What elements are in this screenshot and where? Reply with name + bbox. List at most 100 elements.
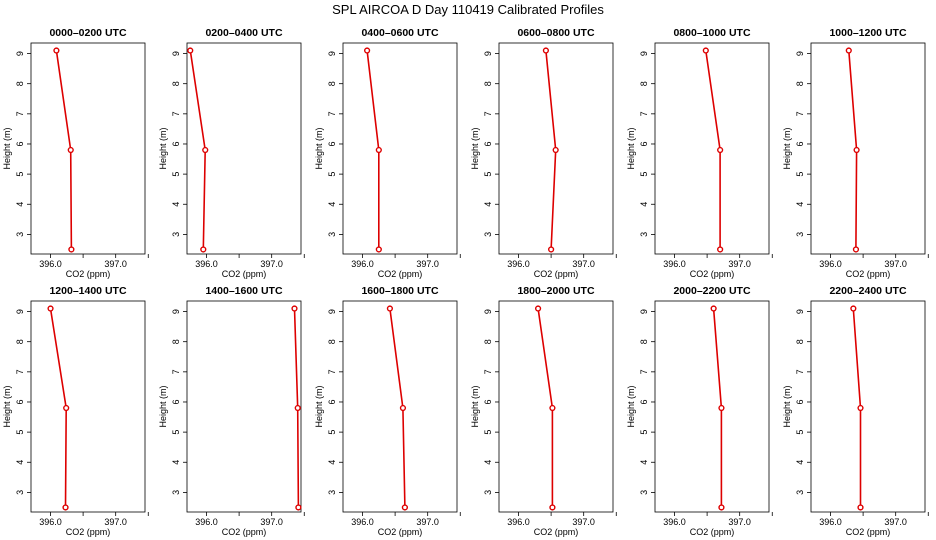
data-point — [364, 47, 371, 54]
y-tick-label: 5 — [171, 430, 181, 435]
x-axis-label: CO2 (ppm) — [690, 527, 735, 537]
x-axis-label: CO2 (ppm) — [66, 527, 111, 537]
y-tick-label: 9 — [483, 309, 493, 314]
data-point — [534, 305, 542, 312]
y-tick-label: 4 — [171, 202, 181, 207]
y-tick-label: 8 — [171, 81, 181, 86]
data-point — [718, 404, 725, 412]
data-point — [718, 504, 725, 511]
data-point — [200, 246, 207, 253]
x-tick-label: 396.0 — [351, 517, 374, 527]
y-tick-label: 3 — [795, 232, 805, 237]
x-tick-label: 396.0 — [507, 517, 530, 527]
x-tick-label: 397.0 — [884, 259, 907, 269]
data-point — [850, 305, 857, 312]
y-tick-label: 5 — [171, 172, 181, 177]
y-tick-label: 7 — [171, 369, 181, 374]
y-tick-label: 4 — [483, 460, 493, 465]
data-point — [399, 404, 407, 412]
profile-panel: 1800–2000 UTC 396.0 397.0 3 4 5 6 7 8 9 CO2 (ppm) H… — [470, 285, 617, 537]
data-point — [202, 146, 209, 154]
y-tick-label: 4 — [795, 202, 805, 207]
y-tick-label: 9 — [327, 309, 337, 314]
x-tick-label: 396.0 — [39, 517, 62, 527]
profile-panel: 0200–0400 UTC 396.0 397.0 3 4 5 6 7 8 9 CO2 (ppm) H… — [158, 27, 305, 279]
y-tick-label: 9 — [795, 51, 805, 56]
data-point — [401, 504, 408, 511]
y-tick-label: 8 — [327, 81, 337, 86]
y-tick-label: 8 — [639, 81, 649, 86]
y-tick-label: 7 — [639, 111, 649, 116]
x-tick-label: 397.0 — [416, 517, 439, 527]
x-tick-label: 397.0 — [884, 517, 907, 527]
y-tick-label: 3 — [15, 490, 25, 495]
y-axis-label: Height (m) — [470, 385, 480, 427]
data-point — [294, 404, 301, 412]
y-axis-label: Height (m) — [470, 127, 480, 169]
y-tick-label: 5 — [639, 172, 649, 177]
y-tick-label: 9 — [639, 309, 649, 314]
y-axis-label: Height (m) — [314, 127, 324, 169]
panel-title: 1800–2000 UTC — [517, 285, 594, 297]
plot-frame — [30, 42, 146, 255]
x-tick-label: 396.0 — [39, 259, 62, 269]
panel-title: 0400–0600 UTC — [361, 27, 438, 39]
plot-frame — [186, 42, 302, 255]
profile-panel: 1200–1400 UTC 396.0 397.0 3 4 5 6 7 8 9 CO2 (ppm) H… — [2, 285, 149, 537]
x-axis-label: CO2 (ppm) — [846, 269, 891, 279]
y-tick-label: 7 — [327, 369, 337, 374]
y-tick-label: 3 — [639, 490, 649, 495]
data-point — [187, 47, 194, 54]
plot-frame — [810, 300, 926, 513]
data-point — [375, 146, 382, 154]
y-tick-label: 9 — [15, 309, 25, 314]
profile-panel: 0600–0800 UTC 396.0 397.0 3 4 5 6 7 8 9 CO2 (ppm) H… — [470, 27, 617, 279]
y-axis-label: Height (m) — [626, 385, 636, 427]
figure-title: SPL AIRCOA D Day 110419 Calibrated Profi… — [332, 2, 604, 17]
y-tick-label: 7 — [483, 369, 493, 374]
panel-title: 1000–1200 UTC — [829, 27, 906, 39]
x-axis-label: CO2 (ppm) — [534, 527, 579, 537]
y-tick-label: 5 — [483, 172, 493, 177]
panel-title: 2000–2200 UTC — [673, 285, 750, 297]
x-tick-label: 396.0 — [819, 259, 842, 269]
y-tick-label: 4 — [15, 460, 25, 465]
panel-title: 0600–0800 UTC — [517, 27, 594, 39]
plot-frame — [498, 300, 614, 513]
panel-title: 1600–1800 UTC — [361, 285, 438, 297]
y-axis-label: Height (m) — [626, 127, 636, 169]
x-axis-label: CO2 (ppm) — [378, 527, 423, 537]
profile-panel: 1000–1200 UTC 396.0 397.0 3 4 5 6 7 8 9 CO2 (ppm) H… — [782, 27, 929, 279]
y-tick-label: 9 — [15, 51, 25, 56]
y-tick-label: 3 — [327, 232, 337, 237]
y-tick-label: 4 — [795, 460, 805, 465]
y-axis-label: Height (m) — [782, 127, 792, 169]
data-point — [853, 146, 860, 154]
data-point — [702, 47, 709, 54]
panel-title: 2200–2400 UTC — [829, 285, 906, 297]
x-tick-label: 396.0 — [663, 259, 686, 269]
y-tick-label: 3 — [639, 232, 649, 237]
y-tick-label: 6 — [15, 141, 25, 146]
y-tick-label: 4 — [327, 460, 337, 465]
y-tick-label: 9 — [171, 309, 181, 314]
y-axis-label: Height (m) — [158, 385, 168, 427]
plot-frame — [342, 42, 458, 255]
x-tick-label: 397.0 — [728, 517, 751, 527]
y-tick-label: 9 — [795, 309, 805, 314]
x-tick-label: 397.0 — [572, 517, 595, 527]
y-tick-label: 6 — [795, 141, 805, 146]
y-tick-label: 5 — [795, 430, 805, 435]
panel-title: 1200–1400 UTC — [49, 285, 126, 297]
profile-panel: 2200–2400 UTC 396.0 397.0 3 4 5 6 7 8 9 CO2 (ppm) H… — [782, 285, 929, 537]
y-tick-label: 8 — [327, 339, 337, 344]
y-tick-label: 6 — [15, 399, 25, 404]
x-tick-label: 397.0 — [416, 259, 439, 269]
data-point — [857, 404, 864, 412]
y-tick-label: 5 — [327, 430, 337, 435]
x-axis-label: CO2 (ppm) — [378, 269, 423, 279]
y-tick-label: 4 — [327, 202, 337, 207]
y-tick-label: 3 — [483, 490, 493, 495]
data-point — [63, 404, 70, 412]
x-tick-label: 396.0 — [195, 259, 218, 269]
